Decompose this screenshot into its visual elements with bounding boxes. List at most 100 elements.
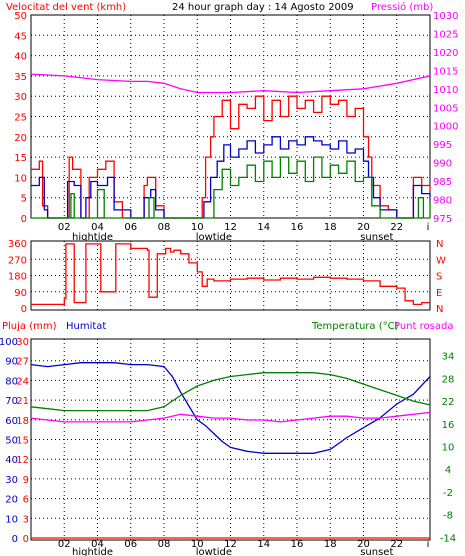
- wind-tick-label: 25: [14, 113, 27, 124]
- hour-tick-label: 22: [390, 539, 403, 550]
- chart-title: 24 hour graph day : 14 Agosto 2009: [172, 2, 354, 13]
- direction-tick-label: 90: [14, 288, 27, 299]
- hour-tick-label: 18: [324, 222, 337, 233]
- pressure-tick-label: 995: [433, 140, 452, 151]
- temperature-tick-label: 16: [442, 420, 455, 431]
- hour-tick-label: 16: [291, 539, 304, 550]
- humidity-tick-label: 100: [0, 337, 18, 348]
- rain-tick-label: 6: [23, 495, 29, 506]
- series-wind_max: [31, 95, 431, 219]
- humidity-tick-label: 90: [5, 357, 18, 368]
- direction-grid: [31, 241, 430, 310]
- temperature-axis-label: Temperatura (°C): [311, 321, 399, 332]
- event-label: sunset: [360, 232, 393, 243]
- rain-tick-label: 21: [16, 396, 29, 407]
- wind-tick-label: 0: [21, 214, 27, 225]
- hour-tick-label: 22: [390, 222, 403, 233]
- humidity-tick-label: 0: [12, 534, 18, 545]
- wind-tick-label: 10: [14, 173, 27, 184]
- event-label: lowtide: [196, 232, 232, 243]
- pressure-tick-label: 1030: [433, 11, 458, 22]
- pressure-tick-label: 980: [433, 196, 452, 207]
- humidity-tick-label: 70: [5, 396, 18, 407]
- hour-tick-label: 12: [224, 222, 237, 233]
- wind-pressure-ticks: 0510152025303540455097598098599099510001…: [14, 11, 458, 243]
- humidity-tick-label: 30: [5, 475, 18, 486]
- pressure-tick-label: 1010: [433, 85, 458, 96]
- wind-tick-label: 35: [14, 72, 27, 83]
- series-wind_min: [31, 156, 431, 219]
- humidity-tick-label: 80: [5, 376, 18, 387]
- humidity-axis-label: Humitat: [66, 321, 106, 332]
- humidity-tick-label: 10: [5, 514, 18, 525]
- hour-tick-label: 16: [291, 222, 304, 233]
- hour-tick-label: 14: [257, 539, 270, 550]
- hour-tick-label: 02: [58, 222, 71, 233]
- event-label: hightide: [72, 232, 113, 243]
- wind-tick-label: 15: [14, 153, 27, 164]
- series-dewpoint: [30, 411, 431, 423]
- pressure-tick-label: 990: [433, 159, 452, 170]
- rain-tick-label: 30: [16, 337, 29, 348]
- rain-tick-label: 3: [23, 514, 29, 525]
- wind-pressure-series: [30, 73, 431, 219]
- hour-tick-label: 06: [124, 539, 137, 550]
- temperature-tick-label: -2: [443, 488, 453, 499]
- rain-tick-label: 12: [16, 455, 29, 466]
- wind-tick-label: 20: [14, 133, 27, 144]
- hour-tick-label: 20: [357, 222, 370, 233]
- rain-tick-label: 9: [23, 475, 29, 486]
- compass-letter: S: [436, 272, 442, 283]
- temperature-tick-label: -14: [440, 533, 456, 544]
- compass-letter: E: [436, 288, 442, 299]
- dewpoint-axis-label: Punt rosada: [394, 321, 453, 332]
- direction-tick-label: 270: [8, 255, 27, 266]
- series-temperature: [30, 372, 431, 412]
- rain-tick-label: 0: [23, 534, 29, 545]
- hour-tick-label: i: [427, 222, 430, 233]
- series-wind_avg: [31, 136, 431, 219]
- hour-tick-label: 12: [224, 539, 237, 550]
- pressure-tick-label: 1000: [433, 122, 458, 133]
- hour-tick-label: i: [427, 539, 430, 550]
- hour-tick-label: 20: [357, 539, 370, 550]
- wind-tick-label: 40: [14, 52, 27, 63]
- compass-letter: N: [436, 304, 443, 315]
- hour-tick-label: 06: [124, 222, 137, 233]
- direction-frame: [30, 240, 431, 311]
- rain-tick-label: 27: [16, 357, 29, 368]
- pressure-tick-label: 1025: [433, 29, 458, 40]
- hour-tick-label: 18: [324, 539, 337, 550]
- series-direction: [31, 243, 430, 306]
- rain-tick-label: 15: [16, 436, 29, 447]
- pressure-tick-label: 1020: [433, 48, 458, 59]
- direction-tick-label: 180: [8, 272, 27, 283]
- humidity-temperature-series: [30, 362, 431, 539]
- event-label: lowtide: [196, 547, 232, 556]
- wind-tick-label: 45: [14, 31, 27, 42]
- pressure-axis-label: Pressió (mb): [371, 1, 433, 13]
- series-pressure: [30, 73, 431, 94]
- event-label: hightide: [72, 547, 113, 556]
- humidity-tick-label: 20: [5, 495, 18, 506]
- humidity-tick-label: 50: [5, 436, 18, 447]
- hour-tick-label: 14: [257, 222, 270, 233]
- temperature-tick-label: 4: [445, 465, 451, 476]
- wind-tick-label: 30: [14, 92, 27, 103]
- temperature-tick-label: 28: [442, 374, 455, 385]
- wind-tick-label: 50: [14, 11, 27, 22]
- direction-series: [31, 243, 430, 306]
- hour-tick-label: 02: [58, 539, 71, 550]
- rain-tick-label: 24: [16, 376, 29, 387]
- humidity-temperature-grid: [31, 339, 430, 540]
- temperature-tick-label: 22: [442, 397, 455, 408]
- humidity-tick-label: 40: [5, 455, 18, 466]
- direction-tick-label: 0: [21, 304, 27, 315]
- humidity-temperature-panel: 0102030405060708090100036912151821242730…: [0, 321, 456, 556]
- temperature-tick-label: 10: [442, 443, 455, 454]
- compass-letter: N: [436, 239, 443, 250]
- hour-tick-label: 04: [91, 539, 104, 550]
